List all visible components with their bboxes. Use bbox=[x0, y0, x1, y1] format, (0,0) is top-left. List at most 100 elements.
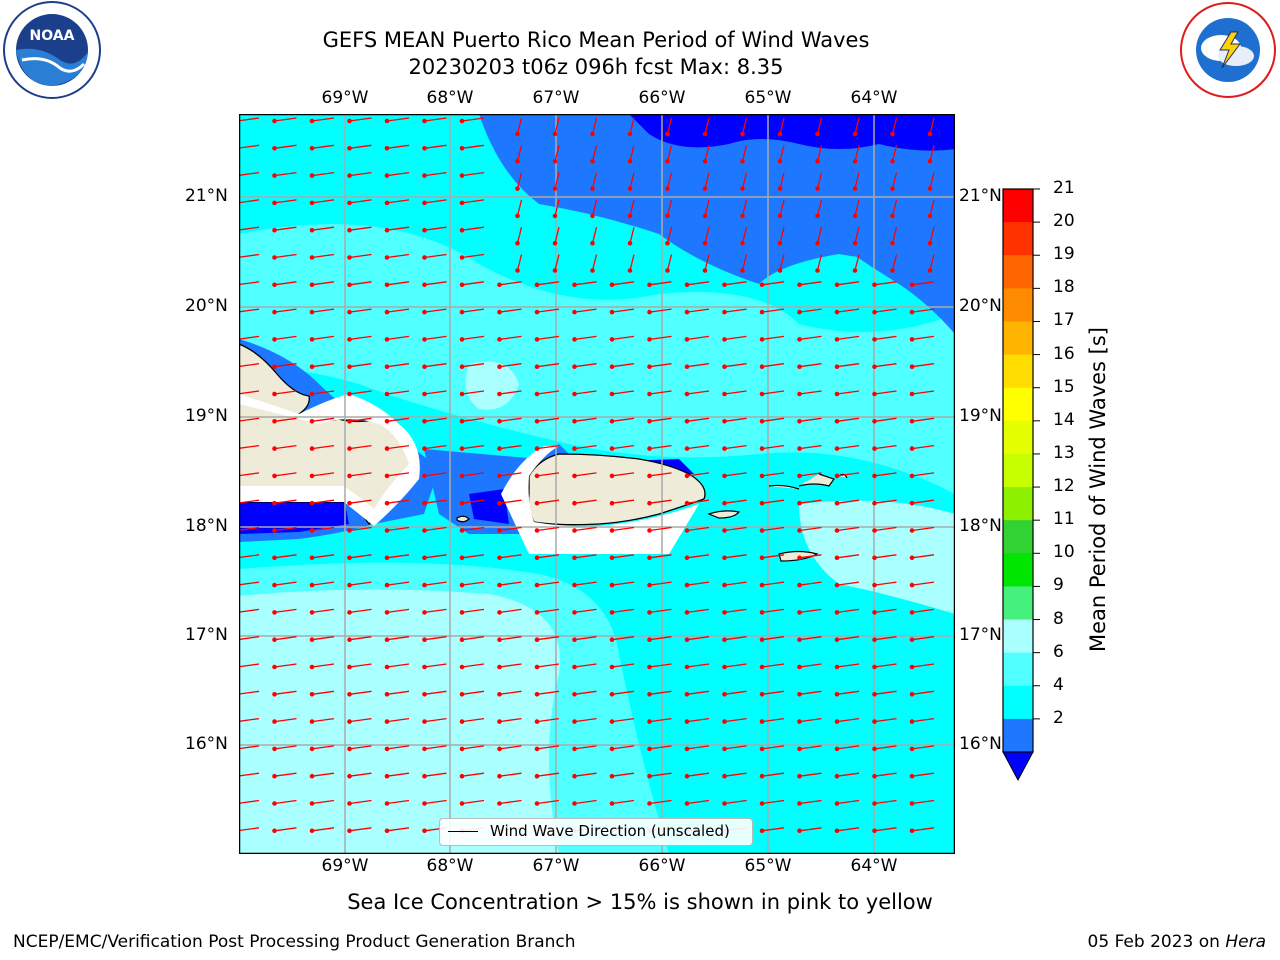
wave-direction-arrow bbox=[536, 663, 560, 668]
wave-direction-arrowhead bbox=[722, 364, 727, 369]
wave-direction-arrowhead bbox=[684, 282, 690, 288]
wave-direction-arrow bbox=[799, 581, 822, 586]
lat-tick-label: 21°N bbox=[959, 186, 1002, 206]
wave-direction-arrow bbox=[761, 363, 785, 368]
wave-direction-arrow bbox=[649, 799, 672, 805]
wave-direction-arrowhead bbox=[497, 419, 502, 424]
wave-direction-arrowhead bbox=[309, 664, 315, 670]
wave-direction-arrow bbox=[274, 636, 297, 641]
wave-direction-arrowhead bbox=[384, 610, 390, 615]
wave-direction-arrow bbox=[274, 226, 297, 231]
wave-direction-arrowhead bbox=[572, 610, 577, 615]
wave-direction-arrowhead bbox=[722, 610, 727, 615]
wave-direction-arrowhead bbox=[534, 446, 540, 451]
wave-direction-arrow bbox=[239, 636, 260, 641]
wave-direction-arrowhead bbox=[534, 692, 540, 697]
colorbar-level bbox=[1003, 222, 1033, 256]
wave-direction-arrow bbox=[424, 171, 447, 177]
wave-direction-arrowhead bbox=[422, 500, 427, 506]
wave-direction-arrowhead bbox=[759, 719, 765, 724]
wave-direction-arrowhead bbox=[347, 473, 352, 479]
wave-direction-arrowhead bbox=[722, 391, 727, 397]
wave-direction-arrowhead bbox=[309, 637, 315, 643]
colorbar-tick-label: 8 bbox=[1053, 608, 1064, 629]
wave-direction-arrow bbox=[536, 499, 560, 504]
wave-direction-arrow bbox=[499, 444, 522, 450]
wave-direction-arrow bbox=[816, 172, 823, 189]
wave-direction-arrowhead bbox=[834, 801, 840, 806]
wave-direction-arrowhead bbox=[834, 664, 840, 670]
wave-direction-arrowhead bbox=[497, 473, 502, 479]
wave-direction-arrow bbox=[724, 554, 747, 559]
wave-direction-arrowhead bbox=[684, 801, 690, 806]
wave-direction-arrowhead bbox=[872, 610, 877, 615]
wave-direction-arrowhead bbox=[684, 637, 690, 643]
wave-direction-arrow bbox=[274, 199, 297, 204]
wave-direction-arrowhead bbox=[552, 213, 558, 219]
wave-direction-arrow bbox=[239, 717, 260, 722]
wave-direction-arrow bbox=[461, 226, 485, 231]
nws-logo bbox=[1180, 2, 1276, 98]
wave-direction-arrowhead bbox=[627, 131, 633, 137]
wave-direction-arrowhead bbox=[627, 159, 633, 164]
wave-direction-arrowhead bbox=[797, 337, 802, 342]
wave-direction-arrow bbox=[386, 799, 410, 805]
wave-direction-arrowhead bbox=[665, 186, 670, 191]
colorbar-tick-label: 19 bbox=[1053, 244, 1075, 265]
wave-direction-arrow bbox=[724, 417, 747, 422]
wave-direction-arrowhead bbox=[722, 419, 727, 424]
wave-direction-arrow bbox=[574, 663, 597, 668]
wave-direction-arrowhead bbox=[759, 582, 765, 588]
wave-direction-arrow bbox=[724, 363, 747, 368]
wave-direction-arrowhead bbox=[759, 801, 765, 806]
wave-direction-arrowhead bbox=[834, 719, 840, 724]
wave-direction-arrow bbox=[349, 526, 372, 532]
wave-direction-arrow bbox=[686, 608, 710, 614]
wave-direction-arrowhead bbox=[459, 173, 465, 178]
wave-direction-arrowhead bbox=[834, 391, 840, 397]
wave-direction-arrowhead bbox=[759, 692, 765, 697]
lon-tick-label: 65°W bbox=[744, 88, 792, 108]
wave-direction-arrow bbox=[911, 772, 935, 777]
wave-direction-arrowhead bbox=[422, 719, 427, 724]
wave-direction-arrowhead bbox=[909, 282, 915, 288]
wave-direction-arrow bbox=[611, 690, 635, 695]
wave-direction-arrow bbox=[386, 690, 410, 695]
wave-direction-arrow bbox=[686, 581, 710, 586]
wave-direction-arrow bbox=[274, 745, 297, 750]
wave-direction-arrowhead bbox=[797, 364, 802, 369]
footer-branch: NCEP/EMC/Verification Post Processing Pr… bbox=[13, 932, 576, 952]
wave-direction-arrow bbox=[461, 526, 485, 532]
wave-direction-arrowhead bbox=[422, 582, 427, 588]
wave-direction-arrow bbox=[649, 335, 672, 341]
wave-direction-arrow bbox=[724, 772, 747, 777]
wave-direction-arrow bbox=[799, 526, 822, 532]
wave-direction-arrowhead bbox=[572, 473, 577, 479]
wave-direction-arrowhead bbox=[909, 500, 915, 506]
wave-direction-arrow bbox=[386, 608, 410, 614]
wave-direction-arrow bbox=[554, 172, 560, 189]
wave-direction-arrowhead bbox=[422, 337, 427, 342]
wave-direction-arrow bbox=[724, 472, 747, 477]
wave-direction-arrow bbox=[311, 799, 335, 805]
wave-direction-arrow bbox=[499, 745, 522, 750]
wave-direction-arrow bbox=[311, 663, 335, 668]
wave-direction-arrowhead bbox=[422, 419, 427, 424]
wave-direction-arrow bbox=[724, 717, 747, 723]
wave-direction-arrowhead bbox=[572, 746, 577, 752]
wave-direction-arrow bbox=[274, 799, 297, 805]
wave-direction-arrow bbox=[274, 554, 297, 559]
wave-direction-arrow bbox=[874, 335, 897, 341]
wave-direction-arrow bbox=[311, 199, 335, 204]
wave-direction-arrow bbox=[461, 608, 485, 614]
wave-direction-arrowhead bbox=[384, 364, 390, 369]
wave-direction-arrow bbox=[649, 745, 672, 750]
wave-direction-arrowhead bbox=[722, 473, 727, 479]
wave-direction-arrow bbox=[311, 472, 335, 477]
wave-direction-arrowhead bbox=[797, 719, 802, 724]
wave-direction-arrowhead bbox=[422, 746, 427, 752]
wave-direction-arrowhead bbox=[609, 719, 615, 724]
wave-direction-arrowhead bbox=[572, 719, 577, 724]
wave-direction-arrowhead bbox=[497, 391, 502, 397]
wave-direction-arrow bbox=[386, 472, 410, 477]
